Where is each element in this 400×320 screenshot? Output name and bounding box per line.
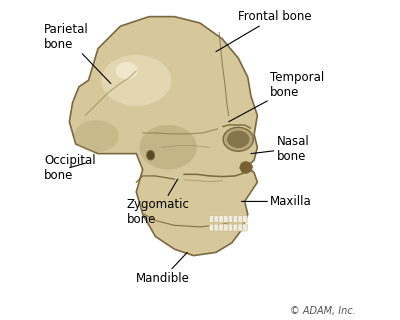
PathPatch shape <box>69 17 257 256</box>
FancyBboxPatch shape <box>233 224 238 231</box>
FancyBboxPatch shape <box>243 215 247 222</box>
FancyBboxPatch shape <box>219 224 223 231</box>
Text: Nasal
bone: Nasal bone <box>251 134 309 163</box>
FancyBboxPatch shape <box>228 224 233 231</box>
FancyBboxPatch shape <box>233 215 238 222</box>
FancyBboxPatch shape <box>238 215 242 222</box>
FancyBboxPatch shape <box>209 224 214 231</box>
FancyBboxPatch shape <box>224 224 228 231</box>
Ellipse shape <box>74 120 119 152</box>
FancyBboxPatch shape <box>228 215 233 222</box>
Text: Temporal
bone: Temporal bone <box>229 71 324 122</box>
FancyBboxPatch shape <box>214 224 218 231</box>
Ellipse shape <box>116 62 138 80</box>
Ellipse shape <box>101 55 171 106</box>
Text: Mandible: Mandible <box>136 252 190 284</box>
Text: Parietal
bone: Parietal bone <box>44 23 111 84</box>
FancyBboxPatch shape <box>238 224 242 231</box>
PathPatch shape <box>240 162 252 173</box>
Text: Frontal bone: Frontal bone <box>216 10 312 52</box>
FancyBboxPatch shape <box>243 224 247 231</box>
Ellipse shape <box>147 150 154 160</box>
Ellipse shape <box>223 127 253 151</box>
FancyBboxPatch shape <box>214 215 218 222</box>
Text: Zygomatic
bone: Zygomatic bone <box>127 179 190 226</box>
Text: Maxilla: Maxilla <box>242 195 312 208</box>
Ellipse shape <box>227 131 249 148</box>
FancyBboxPatch shape <box>219 215 223 222</box>
Text: © ADAM, Inc.: © ADAM, Inc. <box>290 306 356 316</box>
Ellipse shape <box>140 125 197 170</box>
FancyBboxPatch shape <box>209 215 214 222</box>
FancyBboxPatch shape <box>224 215 228 222</box>
Text: Occipital
bone: Occipital bone <box>44 154 96 182</box>
